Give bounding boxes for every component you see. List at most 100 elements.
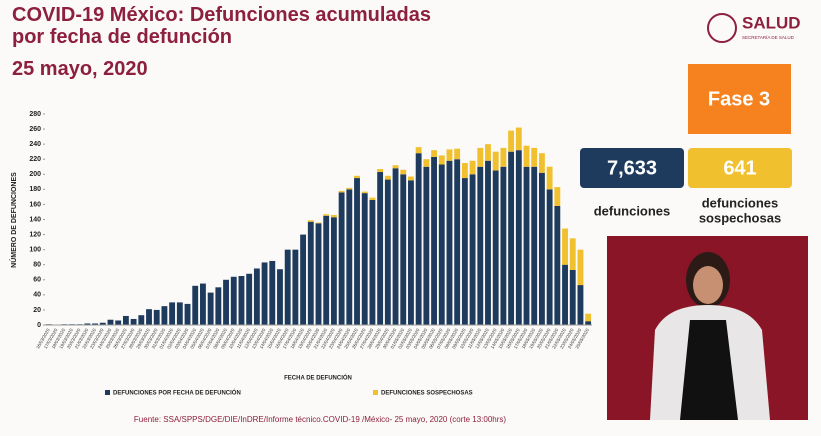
bar-segment <box>107 319 114 325</box>
bar-segment <box>562 264 568 325</box>
bar-segment <box>153 309 160 325</box>
suspected-box <box>688 148 792 188</box>
subtitle: 25 mayo, 2020 <box>12 58 148 80</box>
bar-segment <box>99 322 106 325</box>
bar-segment <box>508 130 515 152</box>
bar-segment <box>438 164 445 325</box>
title: COVID-19 México: Defunciones acumuladas … <box>12 4 432 48</box>
legend-swatch <box>373 390 378 395</box>
bar-segment <box>330 217 337 325</box>
bar-segment <box>261 262 268 325</box>
bar-segment <box>323 215 330 325</box>
y-axis-label: NÚMERO DE DEFUNCIONES <box>9 172 18 268</box>
bar-segment <box>538 172 545 325</box>
bar-segment <box>469 160 476 175</box>
bar-segment <box>446 149 453 161</box>
deaths-box <box>580 148 684 188</box>
shirt <box>680 320 738 420</box>
bar-segment <box>446 160 453 325</box>
y-tick-label: 100 <box>29 246 41 253</box>
bar-segment <box>500 147 507 167</box>
deaths: 7,633 <box>607 157 657 179</box>
face <box>693 266 723 304</box>
bar-segment <box>377 169 384 173</box>
y-tick-label: 280 <box>29 111 41 118</box>
y-tick-label: 160 <box>29 201 41 208</box>
bar-segment <box>207 292 214 325</box>
bar-segment <box>492 151 499 171</box>
bar-segment <box>330 214 337 218</box>
bar-segment <box>161 306 168 325</box>
bar-segment <box>531 147 538 167</box>
bar-segment <box>461 162 468 179</box>
y-tick-label: 40 <box>33 292 41 299</box>
bar-segment <box>454 148 461 160</box>
bar-segment <box>538 153 545 173</box>
bar-segment <box>346 189 353 325</box>
bar-segment <box>469 174 476 325</box>
bar-segment <box>307 221 314 325</box>
bar-segment <box>115 320 122 325</box>
logo-subtitle: SECRETARÍA DE SALUD <box>742 34 795 40</box>
suspected-label: sospechosas <box>699 210 781 225</box>
phase-box <box>688 64 791 134</box>
bar-segment <box>354 175 360 179</box>
bar-segment <box>477 166 484 325</box>
bar-segment <box>323 214 330 216</box>
bar-segment <box>84 323 91 325</box>
bar-segment <box>454 159 461 325</box>
bar-segment <box>392 168 399 325</box>
bar-segment <box>215 287 222 325</box>
y-tick-label: 200 <box>29 171 41 178</box>
bar-segment <box>354 178 360 325</box>
bar-segment <box>554 187 561 206</box>
bar-segment <box>423 159 430 167</box>
bar-segment <box>138 315 145 325</box>
bar-segment <box>315 222 322 224</box>
bar-segment <box>92 323 99 325</box>
legend-label: DEFUNCIONES SOSPECHOSAS <box>381 391 473 397</box>
bar-segment <box>500 166 507 325</box>
bar-segment <box>415 147 422 154</box>
bar-segment <box>292 249 299 325</box>
bar-segment <box>546 189 553 325</box>
bar-segment <box>585 313 592 322</box>
bar-segment <box>377 172 384 325</box>
bar-segment <box>130 318 137 325</box>
bar-segment <box>508 151 515 325</box>
logo-emblem <box>707 13 737 43</box>
y-tick-label: 220 <box>29 156 41 163</box>
legend-label: DEFUNCIONES POR FECHA DE DEFUNCIÓN <box>113 389 241 397</box>
bar-segment <box>307 220 314 222</box>
bar-segment <box>492 170 499 325</box>
bar-segment <box>184 303 191 325</box>
logo-name: SALUD <box>742 13 801 32</box>
suspected: 641 <box>723 157 756 179</box>
bar-segment <box>230 276 237 325</box>
bar-segment <box>569 269 576 325</box>
bar-segment <box>223 279 229 325</box>
bar-segment <box>253 268 260 325</box>
bar-segment <box>269 260 276 325</box>
bar-segment <box>523 166 530 325</box>
y-tick-label: 20 <box>33 307 41 314</box>
bar-segment <box>238 276 245 325</box>
y-tick-label: 140 <box>29 216 41 223</box>
bar-segment <box>169 302 176 325</box>
bar-segment <box>515 150 522 325</box>
suspected-label: defunciones <box>702 195 779 210</box>
deaths-label: defunciones <box>594 203 671 218</box>
bar-segment <box>176 302 183 325</box>
bar-segment <box>438 155 445 165</box>
bar-segment <box>415 153 422 325</box>
bar-segment <box>461 178 468 325</box>
bar-segment <box>369 197 376 200</box>
bar-segment <box>408 176 414 181</box>
bar-segment <box>346 187 353 190</box>
legend-swatch <box>105 390 110 395</box>
bar-segment <box>577 285 584 325</box>
bar-segment <box>200 283 206 325</box>
y-tick-label: 0 <box>37 322 41 329</box>
y-tick-label: 240 <box>29 141 41 148</box>
